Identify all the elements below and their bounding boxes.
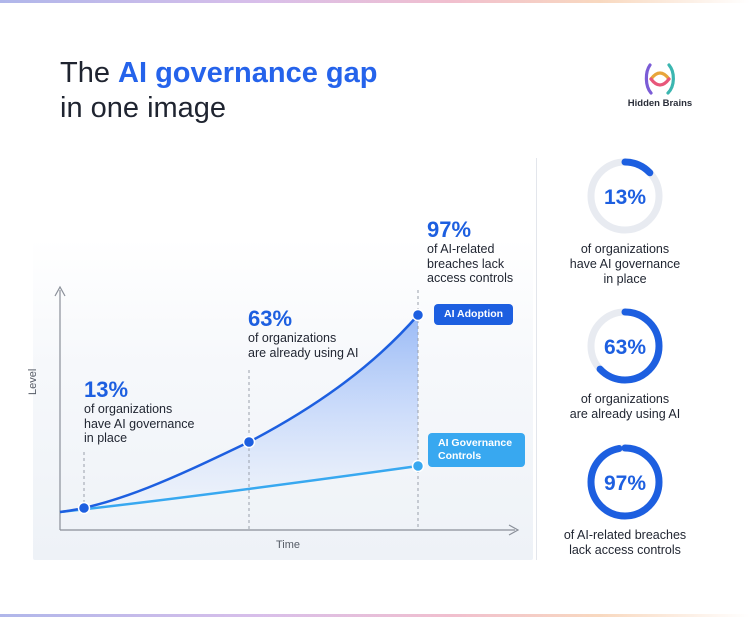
adoption-area-fill [60,315,418,512]
annotation-value: 97% [427,217,472,242]
title-accent: AI governance gap [118,57,378,89]
stat-card-63: 63% of organizations are already using A… [530,306,720,422]
stat-card-97: 97% of AI-related breaches lack access c… [530,442,720,558]
annotation-line: of organizations [84,402,173,416]
x-axis-arrow-icon [508,524,520,536]
stat-line: of AI-related breaches [563,528,687,542]
bottom-gradient-rule [0,614,750,617]
stat-card-13: 13% of organizations have AI governance … [530,156,720,287]
legend-ai-governance-controls: AI Governance Controls [428,433,525,467]
stat-ring: 97% [587,444,663,520]
annotation-13: 13% of organizations have AI governance … [84,378,195,446]
page-title: The AI governance gap in one image [60,56,378,126]
annotation-line: in place [84,431,128,445]
annotation-line: are already using AI [248,345,359,360]
ring-value: 97% [604,472,646,495]
annotation-value: 63% [248,306,293,331]
ring-progress [587,308,663,384]
y-axis-arrow-icon [54,285,66,297]
stat-ring: 63% [587,308,663,384]
brand-logo: Hidden Brains [624,62,696,109]
section-divider [536,158,537,560]
stat-line: of organizations [580,242,670,256]
title-suffix: in one image [60,92,227,124]
point-63 [242,435,256,449]
legend-ai-adoption: AI Adoption [434,304,514,325]
title-prefix: The [60,57,119,89]
point-governance-end [411,459,425,473]
stat-line: in place [603,272,647,286]
stat-line: are already using AI [569,407,681,421]
point-13 [77,501,91,515]
governance-line [59,464,419,514]
stat-line: of organizations [580,392,670,406]
annotation-97: 97% of AI-related breaches lack access c… [427,218,513,286]
annotation-line: breaches lack [427,256,505,271]
point-97 [411,308,425,322]
ring-value: 13% [604,186,646,209]
annotation-line: of AI-related [427,242,495,256]
y-axis-label: Level [27,368,39,395]
stat-line: lack access controls [569,543,681,557]
brand-name: Hidden Brains [627,98,693,109]
ring-value: 63% [604,336,646,359]
annotation-63: 63% of organizations are already using A… [248,307,359,360]
stat-ring: 13% [587,158,663,234]
annotation-line: have AI governance [84,416,195,431]
stat-line: have AI governance [569,257,681,271]
annotation-value: 13% [84,377,129,402]
x-axis-label: Time [276,539,301,551]
hidden-brains-logo-icon [644,63,675,95]
annotation-line: of organizations [248,331,337,345]
annotation-line: access controls [427,271,514,285]
ring-progress [587,158,663,234]
top-gradient-rule [0,0,750,3]
ring-progress [587,444,663,520]
